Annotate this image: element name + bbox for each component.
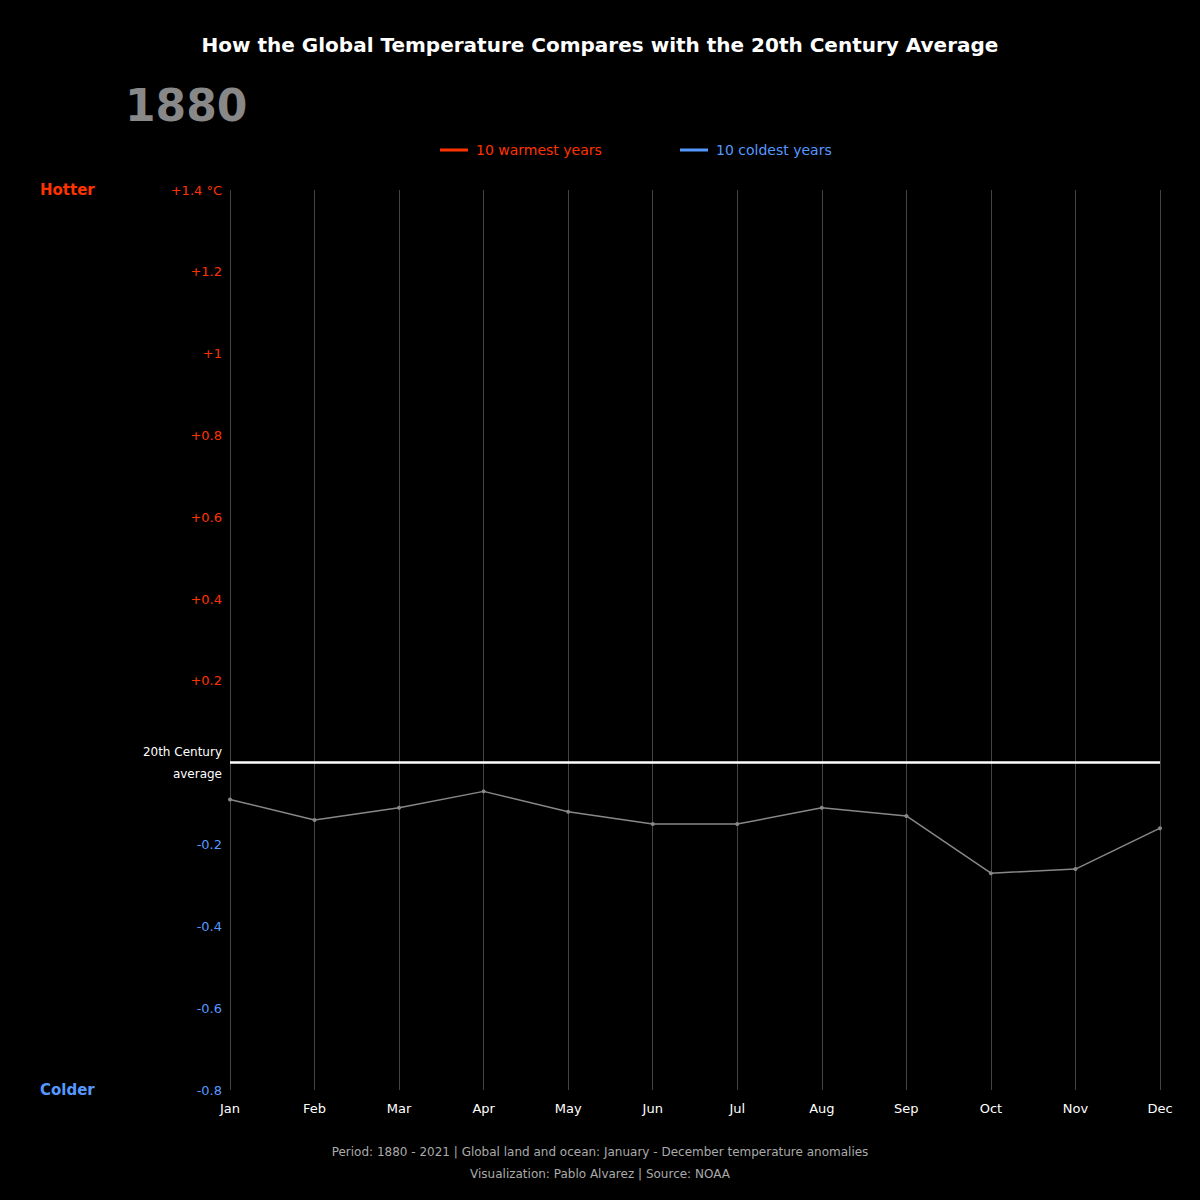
svg-text:Feb: Feb <box>303 1101 326 1116</box>
svg-text:20th Century: 20th Century <box>143 745 222 759</box>
svg-text:Jan: Jan <box>219 1101 240 1116</box>
svg-text:May: May <box>555 1101 582 1116</box>
svg-text:Visualization: Pablo Alvarez |: Visualization: Pablo Alvarez | Source: N… <box>470 1167 731 1181</box>
svg-text:Colder: Colder <box>40 1081 95 1099</box>
svg-text:How the Global Temperature Com: How the Global Temperature Compares with… <box>202 33 999 57</box>
svg-text:Apr: Apr <box>472 1101 495 1116</box>
svg-text:+0.2: +0.2 <box>190 673 222 688</box>
svg-text:Hotter: Hotter <box>40 181 95 199</box>
svg-text:Aug: Aug <box>809 1101 834 1116</box>
svg-text:10 coldest years: 10 coldest years <box>716 142 832 158</box>
svg-text:Oct: Oct <box>980 1101 1002 1116</box>
svg-text:average: average <box>173 767 222 781</box>
svg-text:Mar: Mar <box>387 1101 412 1116</box>
svg-text:+1: +1 <box>203 346 222 361</box>
svg-text:+0.8: +0.8 <box>190 428 222 443</box>
svg-text:+0.6: +0.6 <box>190 510 222 525</box>
svg-text:-0.2: -0.2 <box>197 837 222 852</box>
svg-text:-0.6: -0.6 <box>197 1001 222 1016</box>
svg-text:+1.4 °C: +1.4 °C <box>171 183 222 198</box>
svg-text:Jun: Jun <box>642 1101 663 1116</box>
svg-text:-0.8: -0.8 <box>197 1083 222 1098</box>
svg-text:Dec: Dec <box>1147 1101 1172 1116</box>
svg-text:Sep: Sep <box>894 1101 919 1116</box>
svg-text:Period: 1880 - 2021 | Global l: Period: 1880 - 2021 | Global land and oc… <box>332 1145 869 1159</box>
svg-text:+0.4: +0.4 <box>190 592 222 607</box>
svg-text:-0.4: -0.4 <box>197 919 222 934</box>
svg-text:+1.2: +1.2 <box>190 264 222 279</box>
svg-text:Jul: Jul <box>728 1101 745 1116</box>
svg-text:1880: 1880 <box>125 80 247 131</box>
svg-text:10 warmest years: 10 warmest years <box>476 142 602 158</box>
svg-text:Nov: Nov <box>1063 1101 1089 1116</box>
